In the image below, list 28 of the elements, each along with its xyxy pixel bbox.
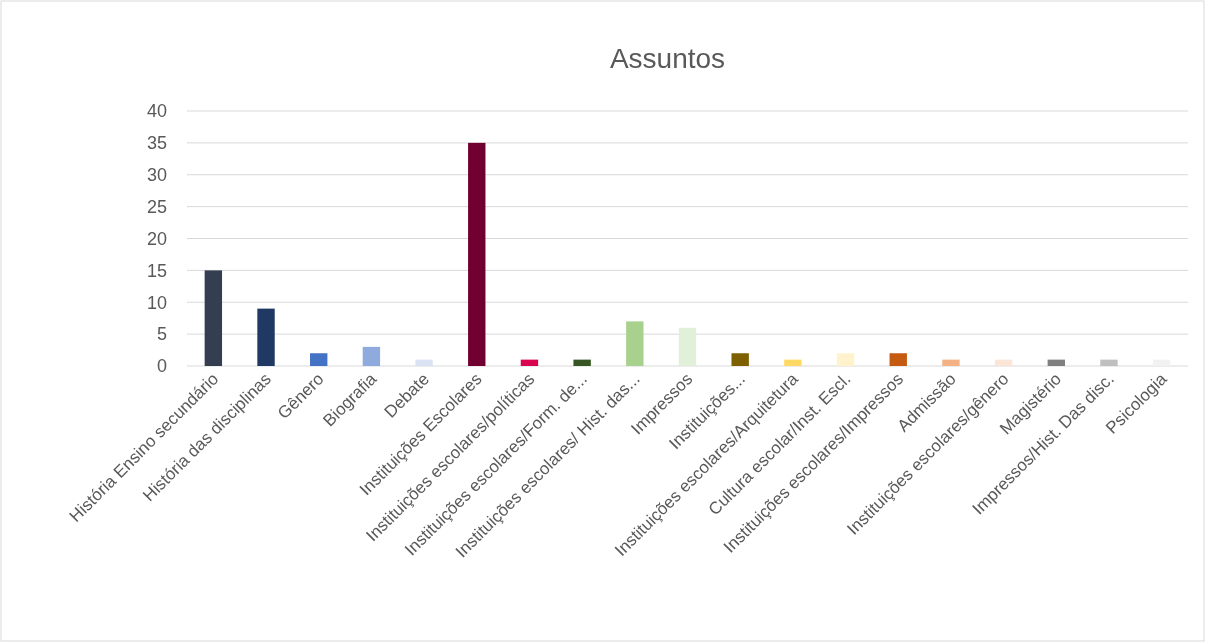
- bar: [362, 346, 381, 366]
- bar: [678, 327, 697, 366]
- bar: [257, 308, 275, 366]
- bar: [626, 321, 644, 366]
- bar: [994, 359, 1013, 366]
- bar: [573, 359, 591, 366]
- y-tick-label: 30: [146, 165, 167, 186]
- y-tick-label: 25: [146, 196, 167, 217]
- bar: [468, 142, 486, 366]
- y-tick-label: 40: [146, 101, 167, 122]
- y-tick-label: 10: [146, 292, 167, 313]
- y-tick-label: 20: [146, 228, 167, 249]
- y-tick-label: 35: [146, 133, 167, 154]
- y-tick-label: 0: [156, 356, 167, 377]
- bar: [784, 359, 802, 366]
- bar: [415, 359, 433, 366]
- y-tick-label: 15: [146, 260, 167, 281]
- bar: [731, 353, 749, 366]
- bar: [310, 353, 328, 366]
- bar: [520, 359, 539, 366]
- bar: [889, 353, 907, 366]
- bar: [204, 270, 223, 366]
- bar: [1047, 359, 1065, 366]
- chart-title: Assuntos: [609, 43, 726, 74]
- bar: [1100, 359, 1118, 366]
- y-tick-label: 5: [156, 324, 167, 345]
- bar: [836, 353, 855, 366]
- bar: [942, 359, 960, 366]
